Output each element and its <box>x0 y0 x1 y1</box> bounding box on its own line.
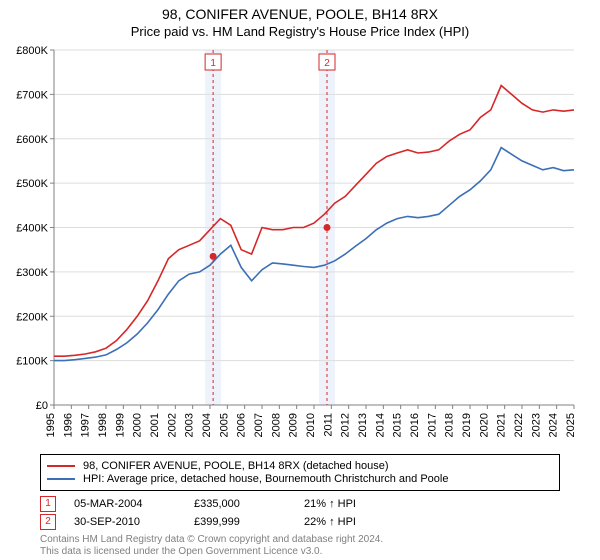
svg-text:2002: 2002 <box>166 413 178 437</box>
svg-text:2008: 2008 <box>270 413 282 437</box>
svg-text:2013: 2013 <box>357 413 369 437</box>
svg-text:2017: 2017 <box>426 413 438 437</box>
sales-table: 1 05-MAR-2004 £335,000 21% ↑ HPI 2 30-SE… <box>40 494 560 532</box>
svg-text:2021: 2021 <box>496 413 508 437</box>
svg-text:£400K: £400K <box>16 223 48 235</box>
svg-text:£800K: £800K <box>16 45 48 57</box>
svg-text:2010: 2010 <box>305 413 317 437</box>
svg-text:2015: 2015 <box>392 413 404 437</box>
svg-text:2011: 2011 <box>322 413 334 437</box>
svg-text:2003: 2003 <box>184 413 196 437</box>
svg-text:2019: 2019 <box>461 413 473 437</box>
footer-line-1: Contains HM Land Registry data © Crown c… <box>40 534 560 546</box>
svg-text:2016: 2016 <box>409 413 421 437</box>
svg-text:2023: 2023 <box>530 413 542 437</box>
sale-price-1: £335,000 <box>194 498 304 510</box>
svg-text:2020: 2020 <box>478 413 490 437</box>
svg-text:£300K: £300K <box>16 267 48 279</box>
svg-text:1996: 1996 <box>62 413 74 437</box>
svg-text:1995: 1995 <box>45 413 57 437</box>
svg-text:1998: 1998 <box>97 413 109 437</box>
svg-text:£0: £0 <box>36 400 48 412</box>
svg-text:2005: 2005 <box>218 413 230 437</box>
legend: 98, CONIFER AVENUE, POOLE, BH14 8RX (det… <box>40 454 560 491</box>
svg-text:2025: 2025 <box>565 413 577 437</box>
svg-text:£200K: £200K <box>16 311 48 323</box>
price-chart: £0 £100K £200K £300K £400K £500K £600K £700K £80… <box>0 0 600 455</box>
sale-row-1: 1 05-MAR-2004 £335,000 21% ↑ HPI <box>40 496 560 512</box>
sale-price-2: £399,999 <box>194 516 304 528</box>
sale-row-2: 2 30-SEP-2010 £399,999 22% ↑ HPI <box>40 514 560 530</box>
sale-hpi-2: 22% ↑ HPI <box>304 516 424 528</box>
sale-marker-1: 1 <box>40 496 56 512</box>
svg-text:2007: 2007 <box>253 413 265 437</box>
svg-text:2: 2 <box>324 58 330 69</box>
svg-text:2024: 2024 <box>548 413 560 437</box>
svg-text:2000: 2000 <box>132 413 144 437</box>
svg-text:2018: 2018 <box>444 413 456 437</box>
svg-text:2014: 2014 <box>374 413 386 437</box>
legend-swatch-red <box>47 465 75 467</box>
legend-row-red: 98, CONIFER AVENUE, POOLE, BH14 8RX (det… <box>47 460 553 472</box>
svg-text:1: 1 <box>210 58 216 69</box>
svg-text:2004: 2004 <box>201 413 213 437</box>
svg-text:1997: 1997 <box>80 413 92 437</box>
svg-text:2001: 2001 <box>149 413 161 437</box>
footer-line-2: This data is licensed under the Open Gov… <box>40 546 560 558</box>
chart-container: 98, CONIFER AVENUE, POOLE, BH14 8RX Pric… <box>0 0 600 560</box>
footer: Contains HM Land Registry data © Crown c… <box>40 534 560 558</box>
legend-swatch-blue <box>47 478 75 480</box>
legend-row-blue: HPI: Average price, detached house, Bour… <box>47 473 553 485</box>
sale-date-2: 30-SEP-2010 <box>74 516 194 528</box>
svg-text:1999: 1999 <box>114 413 126 437</box>
sale-hpi-1: 21% ↑ HPI <box>304 498 424 510</box>
legend-label-blue: HPI: Average price, detached house, Bour… <box>83 473 448 485</box>
svg-text:2022: 2022 <box>513 413 525 437</box>
sale-date-1: 05-MAR-2004 <box>74 498 194 510</box>
svg-text:£500K: £500K <box>16 178 48 190</box>
svg-text:£100K: £100K <box>16 356 48 368</box>
svg-text:2009: 2009 <box>288 413 300 437</box>
svg-text:2006: 2006 <box>236 413 248 437</box>
sale-marker-2: 2 <box>40 514 56 530</box>
svg-text:£700K: £700K <box>16 89 48 101</box>
legend-label-red: 98, CONIFER AVENUE, POOLE, BH14 8RX (det… <box>83 460 389 472</box>
svg-text:2012: 2012 <box>340 413 352 437</box>
svg-text:£600K: £600K <box>16 134 48 146</box>
